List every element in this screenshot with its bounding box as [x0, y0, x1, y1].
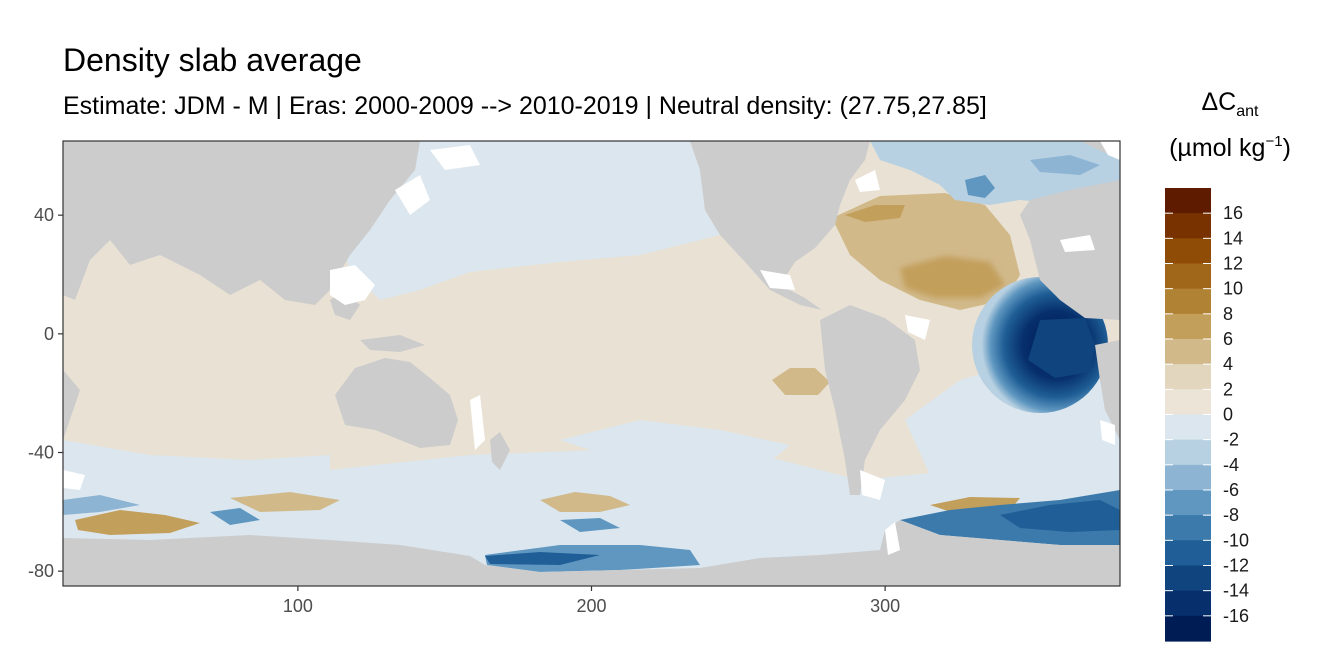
- land: [63, 141, 1120, 586]
- legend-break-label: -10: [1223, 530, 1249, 550]
- missing-data-east-asia: [330, 265, 375, 305]
- north-atlantic-brown-core: [900, 256, 1005, 298]
- southern-indian-brown: [75, 510, 200, 535]
- colorbar-band: [1165, 439, 1211, 466]
- legend-break-label: 4: [1223, 354, 1233, 374]
- land-africa-south: [1095, 340, 1120, 440]
- land-new-guinea: [360, 335, 425, 352]
- southern-pacific-blue: [560, 518, 620, 532]
- legend-break-label: -12: [1223, 556, 1249, 576]
- y-tick-label: -40: [28, 443, 54, 463]
- colorbar-band: [1165, 188, 1211, 214]
- missing-data-hudson: [855, 170, 880, 192]
- y-tick-label: 40: [34, 205, 54, 225]
- land-north-america: [690, 141, 870, 310]
- legend-title-sub: ant: [1236, 103, 1259, 120]
- colorbar-band: [1165, 364, 1211, 390]
- ross-shelf-blue: [485, 545, 700, 572]
- chart-title: Density slab average: [63, 42, 362, 78]
- axes: 40 0 -40 -80 100 200 300: [28, 205, 900, 616]
- missing-data-antarctic-shelf: [885, 522, 900, 555]
- legend-break-label: 0: [1223, 405, 1233, 425]
- colorbar-band: [1165, 238, 1211, 265]
- legend-units-close: ): [1282, 134, 1291, 162]
- legend-units-open: (µmol kg: [1169, 134, 1266, 162]
- legend-break-label: 12: [1223, 254, 1243, 274]
- legend-title-units: (µmol kg−1): [1160, 133, 1300, 163]
- legend-break-label: 2: [1223, 379, 1233, 399]
- legend-break-label: -16: [1223, 606, 1249, 626]
- colorbar-band: [1165, 590, 1211, 617]
- southern-indian-brown-2: [230, 492, 340, 512]
- colorbar-band: [1165, 515, 1211, 541]
- colorbar-band: [1165, 313, 1211, 340]
- colorbar-band: [1165, 464, 1211, 491]
- colorbar-band: [1165, 414, 1211, 441]
- missing-data-mediterranean: [1060, 235, 1095, 252]
- land-new-zealand: [490, 432, 510, 470]
- colorbar-band: [1165, 389, 1211, 416]
- missing-data-japan: [395, 175, 430, 215]
- colorbar-band: [1165, 339, 1211, 365]
- land-south-america: [820, 305, 920, 495]
- legend-break-label: 6: [1223, 329, 1233, 349]
- tropical-pacific-brown: [772, 368, 830, 395]
- legend-break-label: 14: [1223, 228, 1243, 248]
- legend-title: ΔCant (µmol kg−1): [1160, 88, 1300, 163]
- legend-break-label: -8: [1223, 505, 1239, 525]
- chart-subtitle: Estimate: JDM - M | Eras: 2000-2009 --> …: [63, 92, 987, 120]
- labrador-blue-core: [965, 175, 995, 198]
- colorbar-band: [1165, 288, 1211, 315]
- weddell-blue-deep: [1000, 500, 1120, 532]
- legend-colorbar: 16 14 12 10 8 6 4 2 0 -2 -4 -6 -8 -10 -12 -14 -16: [1165, 188, 1249, 642]
- missing-data: [63, 141, 1120, 555]
- north-atlantic-brown-north: [845, 205, 905, 222]
- missing-data-brazil: [905, 315, 930, 340]
- land-australia: [335, 358, 458, 448]
- legend-break-label: -14: [1223, 581, 1249, 601]
- southern-indian-blue: [63, 495, 140, 515]
- colorbar-band: [1165, 490, 1211, 516]
- tropical-atlantic-sink-edge: [1028, 318, 1095, 378]
- missing-data-siberia: [430, 145, 480, 170]
- land-antarctica: [63, 520, 1120, 586]
- colorbar-band: [1165, 615, 1211, 642]
- missing-data-north-pacific-east: [1100, 141, 1120, 160]
- missing-data-chile: [860, 470, 885, 500]
- land-asia: [63, 141, 420, 305]
- missing-data-australia-west: [470, 395, 485, 450]
- colorbar-band: [1165, 213, 1211, 239]
- missing-data-indian-south: [63, 470, 85, 490]
- colorbar-band: [1165, 263, 1211, 290]
- southern-indian-blue-2: [210, 508, 260, 525]
- x-tick-label: 200: [576, 596, 606, 616]
- missing-data-south-africa: [1100, 420, 1115, 445]
- legend-break-label: 16: [1223, 203, 1243, 223]
- colorbar-band: [1165, 540, 1211, 567]
- legend-break-label: -6: [1223, 480, 1239, 500]
- legend-break-label: 8: [1223, 304, 1233, 324]
- southern-pacific-brown: [540, 492, 630, 512]
- legend-units-sup: −1: [1265, 133, 1283, 150]
- y-tick-label: 0: [44, 324, 54, 344]
- legend-title-main: ΔC: [1201, 88, 1237, 116]
- pacific-south-light-patch: [560, 420, 790, 470]
- missing-data-gulf: [760, 270, 795, 290]
- labrador-blue-strip: [1030, 155, 1100, 175]
- indian-south-band-light: [63, 440, 330, 490]
- map-layer: [63, 141, 1120, 586]
- x-tick-label: 300: [870, 596, 900, 616]
- ross-shelf-blue-deep: [485, 552, 600, 565]
- y-tick-label: -80: [28, 561, 54, 581]
- pacific-north-light-blue: [330, 141, 720, 300]
- colorbar-band: [1165, 565, 1211, 592]
- land-africa: [63, 370, 80, 440]
- legend-title-variable: ΔCant: [1160, 88, 1300, 121]
- legend-break-label: -4: [1223, 455, 1239, 475]
- legend-break-label: 10: [1223, 279, 1243, 299]
- x-tick-label: 100: [283, 596, 313, 616]
- legend-break-label: -2: [1223, 430, 1239, 450]
